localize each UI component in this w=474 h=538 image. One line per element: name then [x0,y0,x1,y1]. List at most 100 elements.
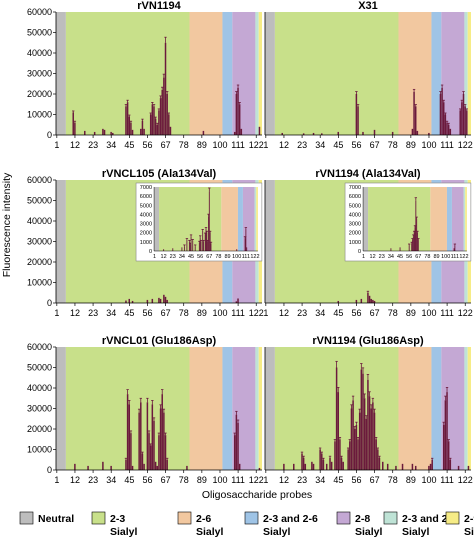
panel-4-bar [159,408,162,470]
panel-5-bar [283,463,285,470]
panel-0-bar [103,129,106,135]
x-tick-label: 56 [351,308,361,318]
inset-3-bar [412,236,414,251]
panel-5-region-2-3-and-2-8-sialyl [464,347,468,470]
panel-0-bar [149,114,152,135]
panel-1-bar [459,110,461,135]
inset-x-tick-label: 122 [459,254,468,260]
inset-2-region-2-8-sialyl [242,187,255,251]
panel-3-bar [360,298,363,303]
panel-0-bar [163,77,165,135]
panel-4-bar [237,422,239,470]
x-tick-label: 1 [263,475,268,485]
inset-x-tick-label: 12 [370,254,376,260]
panel-2-bar [158,297,160,303]
legend-label: 2-3 and 2-8 [402,513,457,525]
y-tick-label: 20000 [27,257,52,267]
x-tick-label: 12 [279,140,289,150]
inset-2-bar [244,238,246,251]
x-tick-label: 111 [231,308,245,318]
panel-5-bar [447,441,450,470]
x-tick-label: 23 [88,308,98,318]
panel-5-bar [321,453,323,470]
inset-y-tick-label: 7000 [140,185,152,191]
panel-3-bar [355,299,358,303]
panel-1-bar [357,106,359,135]
inset-x-tick-label: 89 [434,254,440,260]
panel-5-bar [334,441,336,470]
panel-4-bar [130,433,132,470]
panel-1-bar [449,128,452,135]
inset-y-tick-label: 6000 [140,194,152,200]
inset-2-bar [199,237,201,251]
panel-5-bar [429,463,432,470]
panel-0-bar [156,124,159,135]
panel-2-bar [164,296,167,303]
x-tick-label: 111 [440,140,454,150]
panel-5-bar [377,449,379,470]
inset-2-region-neutral [154,187,160,251]
x-tick-label: 56 [142,475,152,485]
inset-3-bar [399,247,401,251]
panel-0-bar [72,112,74,135]
x-tick-label: 23 [297,475,307,485]
inset-2-bar [204,234,206,251]
legend-swatch [244,511,259,525]
inset-2-region-2-6-sialyl [221,187,238,251]
panel-5-bar [357,439,359,470]
panel-5-bar [365,418,368,470]
y-tick-label: 60000 [27,342,52,352]
panel-0-bar [237,87,239,135]
panel-5-bar [355,424,358,470]
panel-title: rVNCL105 (Ala134Val) [102,168,217,180]
panel-5-bar [367,379,369,470]
panel-0-bar [151,104,154,135]
x-tick-label: 78 [388,140,398,150]
inset-y-tick-label: 2000 [140,231,152,237]
inset-3-bar [454,245,456,251]
panel-5-bar [368,396,371,470]
panel-1-bar [446,122,448,135]
x-tick-label: 12 [70,308,80,318]
x-tick-label: 100 [421,140,436,150]
panel-3-bar [367,292,369,303]
x-tick-label: 1 [263,308,268,318]
inset-2-region-2-3-and-2-6-sialyl [237,187,243,251]
inset-x-tick-label: 67 [415,254,421,260]
panel-2-bar [237,298,239,303]
legend-label-line2: Sialyl [263,526,291,538]
inset-2-bar [236,249,238,251]
panel-0-bar [159,98,162,135]
panel-1-bar [337,131,340,135]
panel-1-bar [413,91,415,135]
y-tick-label: 50000 [27,28,52,38]
panel-5-bar [378,457,381,470]
panel-4-region-2-6-sialyl [189,347,223,470]
panel-5-bar [342,461,344,470]
panel-0-region-2-3-and-2-8-sialyl [255,12,259,135]
x-tick-label: 12 [70,140,80,150]
panel-4-bar [110,465,112,470]
panel-1-bar [466,110,468,135]
y-tick-label: 30000 [27,69,52,79]
x-tick-label: 67 [161,140,171,150]
panel-4-bar [138,412,140,470]
panel-5-bar [301,453,303,470]
x-tick-label: 23 [88,475,98,485]
x-tick-label: 67 [161,308,171,318]
panel-5-bar [347,449,349,470]
inset-2-bar [207,241,209,251]
y-tick-label: 50000 [27,363,52,373]
panel-title: rVN1194 (Ala134Val) [315,168,421,180]
panel-5-bar [304,463,307,470]
x-tick-label: 111 [231,140,245,150]
panel-0-bar [166,94,168,135]
x-tick-label: 111 [440,475,454,485]
panel-2-bar [235,301,238,303]
y-tick-label: 40000 [27,383,52,393]
x-tick-label: 78 [179,140,189,150]
x-tick-label: 100 [212,475,227,485]
panel-5-bar [350,408,353,470]
